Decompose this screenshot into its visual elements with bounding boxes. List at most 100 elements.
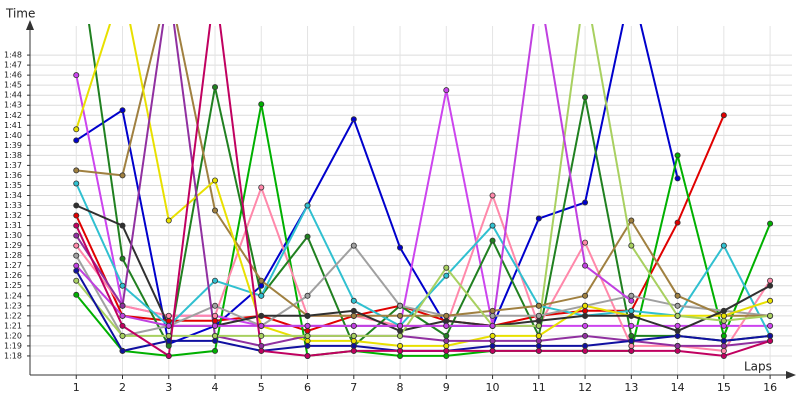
data-point <box>304 292 311 299</box>
data-point <box>443 264 450 271</box>
data-point <box>628 297 635 304</box>
y-axis-title: Time <box>5 7 35 21</box>
data-point <box>443 352 450 359</box>
series-line <box>75 244 771 338</box>
data-point <box>628 307 635 314</box>
data-point <box>720 347 727 354</box>
y-tick-label: 1:47 <box>4 61 22 70</box>
data-point <box>674 332 681 339</box>
y-arrow <box>26 20 34 30</box>
data-point <box>443 322 450 329</box>
y-tick-label: 1:29 <box>4 241 22 250</box>
data-point <box>165 337 172 344</box>
data-point <box>304 342 311 349</box>
data-point <box>767 282 774 289</box>
data-point <box>582 307 589 314</box>
data-point <box>258 347 265 354</box>
data-point <box>212 207 219 214</box>
y-tick-label: 1:34 <box>4 191 22 200</box>
data-point <box>212 312 219 319</box>
data-point <box>119 172 126 179</box>
data-point <box>73 291 80 298</box>
data-point <box>720 337 727 344</box>
data-point <box>350 332 357 339</box>
x-tick-label: 15 <box>717 381 731 394</box>
data-point <box>720 242 727 249</box>
x-tick-label: 8 <box>397 381 404 394</box>
data-point <box>165 332 172 339</box>
x-tick-label: 2 <box>119 381 126 394</box>
data-point <box>73 267 80 274</box>
data-point <box>212 337 219 344</box>
x-tick-label: 3 <box>165 381 172 394</box>
y-tick-label: 1:25 <box>4 281 22 290</box>
data-point <box>582 94 589 101</box>
data-point <box>73 232 80 239</box>
data-point <box>165 312 172 319</box>
data-point <box>73 202 80 209</box>
data-point <box>628 312 635 319</box>
data-point <box>212 177 219 184</box>
x-tick-label: 10 <box>486 381 500 394</box>
data-point <box>397 312 404 319</box>
series-group <box>73 24 774 359</box>
data-point <box>720 317 727 324</box>
data-point <box>165 352 172 359</box>
data-point <box>119 255 126 262</box>
x-tick-label: 5 <box>258 381 265 394</box>
y-tick-label: 1:26 <box>4 271 22 280</box>
series-line <box>75 104 772 357</box>
data-point <box>443 337 450 344</box>
data-point <box>350 342 357 349</box>
y-tick-label: 1:23 <box>4 301 22 310</box>
data-point <box>258 292 265 299</box>
y-tick-label: 1:46 <box>4 71 22 80</box>
y-tick-label: 1:42 <box>4 111 22 120</box>
data-point <box>674 322 681 329</box>
data-point <box>73 180 80 187</box>
data-point <box>165 317 172 324</box>
data-point <box>628 337 635 344</box>
data-point <box>397 302 404 309</box>
data-point <box>674 312 681 319</box>
data-point <box>582 312 589 319</box>
data-point <box>628 217 635 224</box>
data-point <box>674 342 681 349</box>
data-point <box>258 282 265 289</box>
data-point <box>582 347 589 354</box>
data-point <box>535 337 542 344</box>
y-tick-label: 1:40 <box>4 131 22 140</box>
data-point <box>674 347 681 354</box>
data-point <box>350 116 357 123</box>
y-tick-label: 1:31 <box>4 221 22 230</box>
data-point <box>212 277 219 284</box>
data-point <box>582 239 589 246</box>
data-point <box>258 342 265 349</box>
data-point <box>582 322 589 329</box>
data-point <box>628 347 635 354</box>
y-tick-label: 1:45 <box>4 81 22 90</box>
data-point <box>350 347 357 354</box>
data-point <box>119 322 126 329</box>
data-point <box>165 342 172 349</box>
data-point <box>535 347 542 354</box>
data-point <box>212 317 219 324</box>
y-tick-label: 1:38 <box>4 151 22 160</box>
data-point <box>767 337 774 344</box>
data-point <box>397 327 404 334</box>
data-point <box>73 242 80 249</box>
data-point <box>350 312 357 319</box>
y-tick-label: 1:21 <box>4 321 22 330</box>
x-tick-label: 7 <box>350 381 357 394</box>
data-point <box>304 312 311 319</box>
y-tick-label: 1:39 <box>4 141 22 150</box>
data-point <box>258 184 265 191</box>
data-point <box>489 312 496 319</box>
data-point <box>628 332 635 339</box>
data-point <box>397 352 404 359</box>
data-point <box>443 272 450 279</box>
data-point <box>119 282 126 289</box>
data-point <box>535 342 542 349</box>
data-point <box>628 342 635 349</box>
